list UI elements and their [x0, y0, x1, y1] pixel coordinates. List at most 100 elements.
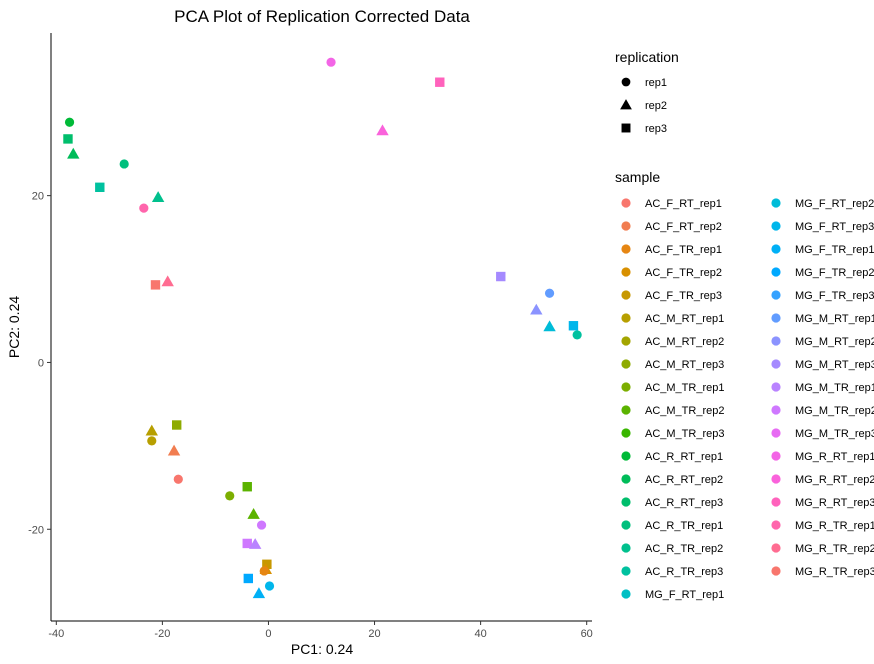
- sample-legend-key: [771, 520, 781, 530]
- sample-legend-key: [621, 267, 631, 277]
- data-point: [242, 482, 252, 492]
- sample-legend-key: [621, 566, 631, 576]
- replication-legend-key: [621, 123, 631, 133]
- data-point: [247, 508, 260, 519]
- sample-legend-label: AC_F_RT_rep1: [645, 198, 722, 210]
- plot-area: -40 -20 0 20 40 60 -20 0 20: [28, 33, 593, 640]
- sample-legend-label: AC_M_TR_rep2: [645, 405, 724, 417]
- sample-legend-key: [621, 520, 631, 530]
- sample-legend-label: MG_R_TR_rep3: [795, 566, 874, 578]
- sample-legend-label: AC_M_RT_rep1: [645, 313, 724, 325]
- data-point: [264, 581, 275, 591]
- sample-legend-key: [621, 382, 631, 392]
- y-tick-label: 0: [38, 357, 44, 369]
- sample-legend-key: [621, 543, 631, 553]
- sample-legend-key: [621, 359, 631, 369]
- sample-legend-label: MG_R_TR_rep2: [795, 543, 874, 555]
- data-point: [262, 559, 272, 569]
- data-point: [150, 280, 161, 290]
- sample-legend-key: [621, 336, 631, 346]
- data-point: [242, 538, 252, 549]
- sample-legend-label: AC_R_TR_rep1: [645, 520, 723, 532]
- sample-legend-key: [771, 359, 781, 369]
- sample-legend-label: MG_M_RT_rep2: [795, 336, 874, 348]
- data-point: [496, 271, 506, 282]
- sample-legend-label: AC_M_RT_rep3: [645, 359, 724, 371]
- sample-legend-key: [771, 497, 781, 507]
- sample-legend-key: [621, 589, 631, 599]
- data-point: [173, 474, 183, 484]
- sample-legend-key: [771, 267, 781, 277]
- sample-legend-label: AC_R_RT_rep3: [645, 497, 723, 509]
- sample-legend-key: [621, 198, 631, 208]
- sample-legend-key: [771, 221, 781, 231]
- data-point: [376, 124, 389, 136]
- x-tick-label: 60: [581, 628, 593, 640]
- sample-legend-label: MG_M_TR_rep2: [795, 405, 874, 417]
- sample-legend-label: MG_F_TR_rep1: [795, 244, 874, 256]
- data-point: [259, 566, 269, 576]
- sample-legend-label: MG_F_RT_rep1: [645, 589, 724, 601]
- x-tick-label: 0: [265, 628, 271, 640]
- sample-legend-key: [621, 428, 631, 438]
- x-tick-label: 40: [474, 628, 486, 640]
- sample-legend-label: MG_R_TR_rep1: [795, 520, 874, 532]
- sample-legend-label: AC_R_RT_rep1: [645, 451, 723, 463]
- sample-legend-key: [771, 382, 781, 392]
- sample-legend-label: MG_R_RT_rep2: [795, 474, 874, 486]
- sample-legend-label: AC_M_TR_rep1: [645, 382, 724, 394]
- sample-legend-key: [621, 313, 631, 323]
- data-point: [225, 491, 235, 501]
- sample-legend-label: MG_M_RT_rep1: [795, 313, 874, 325]
- data-point: [151, 191, 165, 202]
- data-point: [544, 288, 555, 298]
- sample-legend-label: MG_M_RT_rep3: [795, 359, 874, 371]
- data-point: [172, 420, 182, 430]
- data-point: [249, 538, 262, 549]
- sample-legend-label: MG_M_TR_rep1: [795, 382, 874, 394]
- sample-legend-label: AC_F_TR_rep2: [645, 267, 722, 279]
- sample-legend-key: [621, 451, 631, 461]
- data-point: [435, 77, 445, 87]
- x-axis-title: PC1: 0.24: [291, 641, 353, 657]
- sample-legend-label: MG_F_TR_rep2: [795, 267, 874, 279]
- data-point: [147, 436, 157, 446]
- sample-legend-label: AC_M_TR_rep3: [645, 428, 724, 440]
- data-point: [243, 573, 254, 584]
- sample-legend-key: [621, 290, 631, 300]
- sample-legend-label: MG_R_RT_rep1: [795, 451, 874, 463]
- chart-title: PCA Plot of Replication Corrected Data: [174, 7, 470, 26]
- sample-legend-key: [621, 221, 631, 231]
- replication-legend-title: replication: [615, 49, 679, 65]
- data-point: [67, 147, 80, 159]
- replication-legend-label: rep3: [645, 123, 667, 135]
- sample-legend-title: sample: [615, 169, 660, 185]
- sample-legend-key: [621, 244, 631, 254]
- sample-legend-label: AC_F_TR_rep1: [645, 244, 722, 256]
- y-tick-label: 20: [32, 191, 44, 203]
- sample-legend-label: AC_R_RT_rep2: [645, 474, 723, 486]
- sample-legend-key: [771, 405, 781, 415]
- data-point: [572, 330, 582, 340]
- sample-legend-key: [621, 474, 631, 484]
- data-point: [95, 182, 105, 192]
- y-axis-title: PC2: 0.24: [6, 296, 22, 358]
- data-point: [63, 134, 73, 144]
- sample-legend-key: [771, 543, 781, 553]
- x-tick-label: -20: [154, 628, 170, 640]
- sample-legend-label: AC_R_TR_rep3: [645, 566, 723, 578]
- replication-legend-label: rep2: [645, 100, 667, 112]
- sample-legend-key: [771, 428, 781, 438]
- data-point: [252, 587, 266, 599]
- data-point: [256, 520, 267, 530]
- sample-legend-label: MG_M_TR_rep3: [795, 428, 874, 440]
- sample-legend-key: [771, 313, 781, 323]
- sample-legend-key: [771, 336, 781, 346]
- sample-legend-key: [771, 474, 781, 484]
- y-tick-label: -20: [28, 524, 44, 536]
- data-point: [568, 321, 579, 331]
- replication-legend-key: [621, 77, 631, 87]
- data-point: [64, 117, 75, 127]
- data-point: [326, 57, 336, 67]
